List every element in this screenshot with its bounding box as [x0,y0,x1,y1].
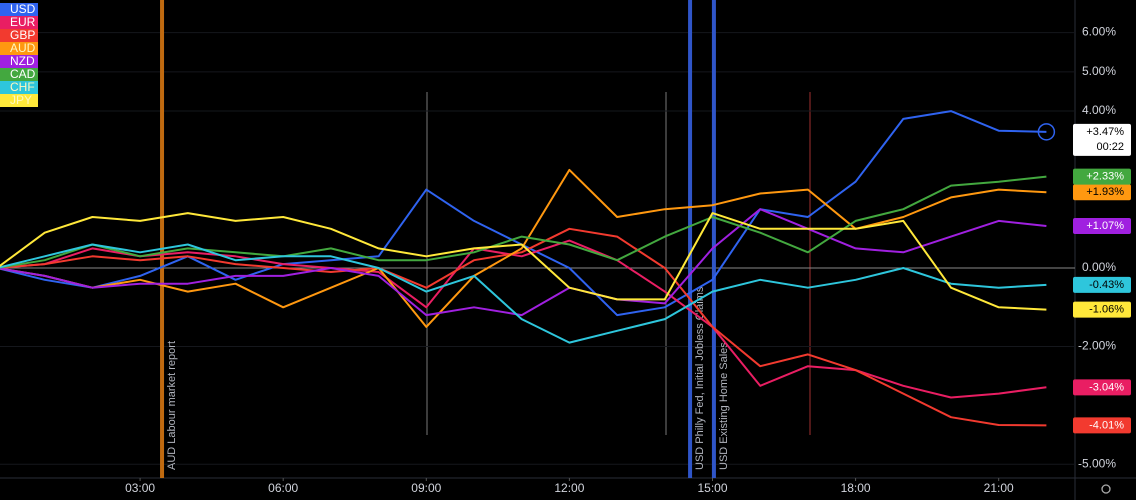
last-value-box [1073,379,1131,396]
event-label: USD Philly Fed, Initial Jobless Claims [694,286,706,470]
series-line [0,243,1047,344]
legend-label: JPY [10,93,32,107]
y-tick-label: -5.00% [1078,456,1116,470]
x-tick-label: 06:00 [268,481,298,495]
x-tick-label: 09:00 [411,481,441,495]
legend-swatch [0,81,38,94]
legend-swatch [0,55,38,68]
x-tick-label: 12:00 [554,481,584,495]
legend-swatch [0,42,38,55]
series-line [0,208,1047,317]
series-line [0,239,1047,399]
legend-label: EUR [10,15,36,29]
countdown: 00:22 [1096,141,1124,153]
event-label: AUD Labour market report [166,341,178,470]
settings-icon[interactable] [1101,484,1111,494]
last-point [1037,123,1056,141]
last-value-box [1073,218,1131,235]
last-value-label: -3.04% [1089,381,1124,393]
legend-swatch [0,16,38,29]
event-label: USD Existing Home Sales [718,342,730,470]
last-value-box [1073,123,1131,156]
legend-label: USD [10,2,36,16]
legend-label: CHF [10,80,35,94]
x-tick-label: 21:00 [984,481,1014,495]
last-value-label: -0.43% [1089,279,1124,291]
legend-label: NZD [10,54,35,68]
last-value-box [1073,184,1131,201]
x-tick-label: 15:00 [697,481,727,495]
series-line [0,168,1047,328]
legend-label: CAD [10,67,36,81]
last-value-box [1073,301,1131,318]
last-value-label: -1.06% [1089,304,1124,316]
last-value-label: -4.01% [1089,419,1124,431]
y-tick-label: 0.00% [1082,260,1116,274]
x-tick-label: 03:00 [125,481,155,495]
legend-swatch [0,94,38,107]
legend-swatch [0,29,38,42]
last-value-label: +2.33% [1086,171,1124,183]
y-tick-label: 4.00% [1082,103,1116,117]
last-value-label: +1.07% [1086,220,1124,232]
last-value-box [1073,276,1131,293]
x-tick-label: 18:00 [841,481,871,495]
last-value-box [1073,417,1131,434]
legend-label: AUD [10,41,36,55]
y-tick-label: 5.00% [1082,64,1116,78]
series-line [0,212,1047,311]
last-value-box [1073,168,1131,185]
y-tick-label: -2.00% [1078,339,1116,353]
legend-swatch [0,68,38,81]
series-line [0,175,1047,269]
legend-label: GBP [10,28,35,42]
series-line [0,227,1047,427]
last-value-label: +3.47% [1086,126,1124,138]
y-tick-label: 6.00% [1082,25,1116,39]
settings-icon-core [1101,484,1111,494]
last-value-label: +1.93% [1086,186,1124,198]
legend-swatch [0,3,38,16]
